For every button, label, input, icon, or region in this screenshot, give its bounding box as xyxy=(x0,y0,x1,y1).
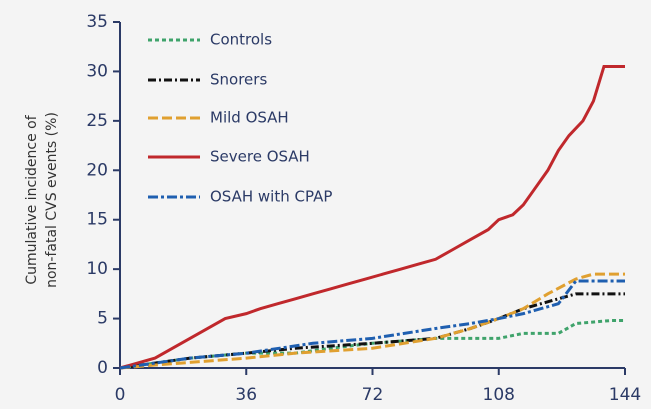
y-tick-label: 15 xyxy=(86,210,108,230)
legend-label: Mild OSAH xyxy=(210,109,289,127)
x-tick-label: 108 xyxy=(483,385,515,405)
x-tick-label: 36 xyxy=(235,385,257,405)
series-line xyxy=(119,279,625,370)
y-tick-label: 0 xyxy=(97,358,108,378)
y-tick-label: 20 xyxy=(86,160,108,180)
series-line xyxy=(119,272,625,370)
legend-label: Snorers xyxy=(210,71,267,89)
x-tick-label: 72 xyxy=(362,385,384,405)
y-tick-label: 30 xyxy=(86,61,108,81)
y-label-line: non-fatal CVS events (%) xyxy=(44,112,60,288)
y-tick-label: 10 xyxy=(86,259,108,279)
series-line xyxy=(119,64,625,370)
legend-label: Controls xyxy=(210,31,272,49)
x-tick-label: 0 xyxy=(115,385,126,405)
y-tick-label: 35 xyxy=(86,12,108,32)
legend-label: Severe OSAH xyxy=(210,148,310,166)
y-tick-label: 25 xyxy=(86,111,108,131)
y-tick-label: 5 xyxy=(97,309,108,329)
y-label-line: Cumulative incidence of xyxy=(24,114,40,284)
x-tick-label: 144 xyxy=(609,385,641,405)
legend-label: OSAH with CPAP xyxy=(210,188,332,206)
y-axis-label: Cumulative incidence of non-fatal CVS ev… xyxy=(24,112,60,288)
